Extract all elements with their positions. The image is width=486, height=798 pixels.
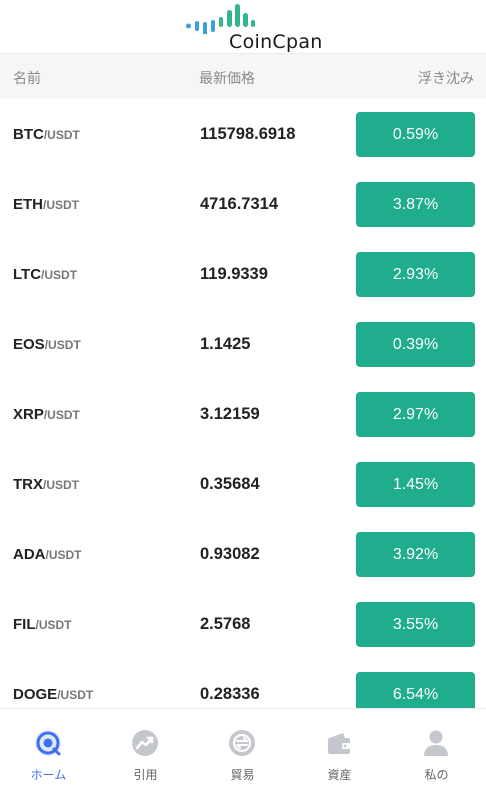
change-badge[interactable]: 3.87%	[356, 182, 475, 227]
pair-quote: /USDT	[45, 548, 82, 562]
chart-trend-icon	[132, 730, 158, 756]
column-change: 浮き沈み	[418, 70, 474, 86]
trade-icon	[229, 730, 255, 756]
market-row[interactable]: XRP/USDT 3.12159 2.97%	[0, 379, 486, 449]
tab-label: ホーム	[30, 768, 67, 782]
last-price: 2.5768	[200, 615, 251, 633]
pair-quote: /USDT	[41, 268, 78, 282]
market-row[interactable]: TRX/USDT 0.35684 1.45%	[0, 449, 486, 519]
change-badge[interactable]: 0.39%	[356, 322, 475, 367]
change-badge[interactable]: 2.97%	[356, 392, 475, 437]
last-price: 4716.7314	[200, 195, 278, 213]
tab-quotes[interactable]: 引用	[97, 709, 194, 798]
column-name: 名前	[13, 70, 41, 86]
last-price: 0.35684	[200, 475, 260, 493]
market-list: BTC/USDT 115798.6918 0.59% ETH/USDT 4716…	[0, 99, 486, 708]
last-price: 115798.6918	[200, 125, 296, 143]
last-price: 1.1425	[200, 335, 251, 353]
logo-bars-icon	[186, 4, 255, 34]
tab-trade[interactable]: 貿易	[194, 709, 291, 798]
wallet-icon	[328, 733, 350, 754]
pair-base: ADA	[13, 546, 46, 563]
app-header: CoinCpan	[0, 0, 486, 54]
pair-quote: /USDT	[44, 338, 81, 352]
column-price: 最新価格	[199, 70, 255, 86]
tab-label: 引用	[133, 768, 158, 782]
pair-name: BTC/USDT	[13, 126, 80, 143]
pair-name: EOS/USDT	[13, 336, 81, 353]
home-icon	[35, 730, 61, 756]
column-header: 名前 最新価格 浮き沈み	[0, 54, 486, 99]
tab-label: 貿易	[230, 768, 255, 782]
pair-name: DOGE/USDT	[13, 686, 93, 703]
tab-mine[interactable]: 私の	[388, 709, 485, 798]
change-badge[interactable]: 1.45%	[356, 462, 475, 507]
last-price: 119.9339	[200, 265, 268, 283]
pair-base: FIL	[13, 616, 36, 633]
change-badge[interactable]: 6.54%	[356, 672, 475, 708]
pair-base: TRX	[13, 476, 43, 493]
pair-name: LTC/USDT	[13, 266, 77, 283]
last-price: 0.93082	[200, 545, 260, 563]
market-row[interactable]: DOGE/USDT 0.28336 6.54%	[0, 659, 486, 708]
pair-name: ADA/USDT	[13, 546, 82, 563]
pair-quote: /USDT	[43, 128, 80, 142]
tab-label: 私の	[424, 768, 449, 782]
market-row[interactable]: FIL/USDT 2.5768 3.55%	[0, 589, 486, 659]
market-row[interactable]: ADA/USDT 0.93082 3.92%	[0, 519, 486, 589]
last-price: 0.28336	[200, 685, 260, 703]
change-badge[interactable]: 0.59%	[356, 112, 475, 157]
pair-base: LTC	[13, 266, 42, 283]
coincpan-logo: CoinCpan	[186, 4, 322, 53]
tab-label: 資産	[327, 768, 352, 782]
market-row[interactable]: LTC/USDT 119.9339 2.93%	[0, 239, 486, 309]
change-badge[interactable]: 2.93%	[356, 252, 475, 297]
pair-base: BTC	[13, 126, 44, 143]
market-row[interactable]: ETH/USDT 4716.7314 3.87%	[0, 169, 486, 239]
pair-quote: /USDT	[35, 618, 72, 632]
tab-home[interactable]: ホーム	[0, 709, 97, 798]
market-row[interactable]: BTC/USDT 115798.6918 0.59%	[0, 99, 486, 169]
market-row[interactable]: EOS/USDT 1.1425 0.39%	[0, 309, 486, 379]
pair-quote: /USDT	[43, 198, 79, 212]
pair-base: EOS	[13, 336, 45, 353]
pair-name: ETH/USDT	[13, 196, 79, 213]
bottom-tab-bar: ホーム 引用 貿易 資産 私の	[0, 708, 486, 798]
user-icon	[424, 730, 448, 756]
change-badge[interactable]: 3.92%	[356, 532, 475, 577]
pair-quote: /USDT	[57, 688, 94, 702]
pair-quote: /USDT	[43, 408, 80, 422]
logo-text: CoinCpan	[229, 31, 323, 53]
pair-name: TRX/USDT	[13, 476, 79, 493]
pair-base: ETH	[13, 196, 43, 213]
pair-quote: /USDT	[43, 478, 79, 492]
change-badge[interactable]: 3.55%	[356, 602, 475, 647]
tab-assets[interactable]: 資産	[291, 709, 388, 798]
pair-base: DOGE	[13, 686, 58, 703]
last-price: 3.12159	[200, 405, 260, 423]
pair-name: FIL/USDT	[13, 616, 72, 633]
pair-name: XRP/USDT	[13, 406, 80, 423]
pair-base: XRP	[13, 406, 44, 423]
